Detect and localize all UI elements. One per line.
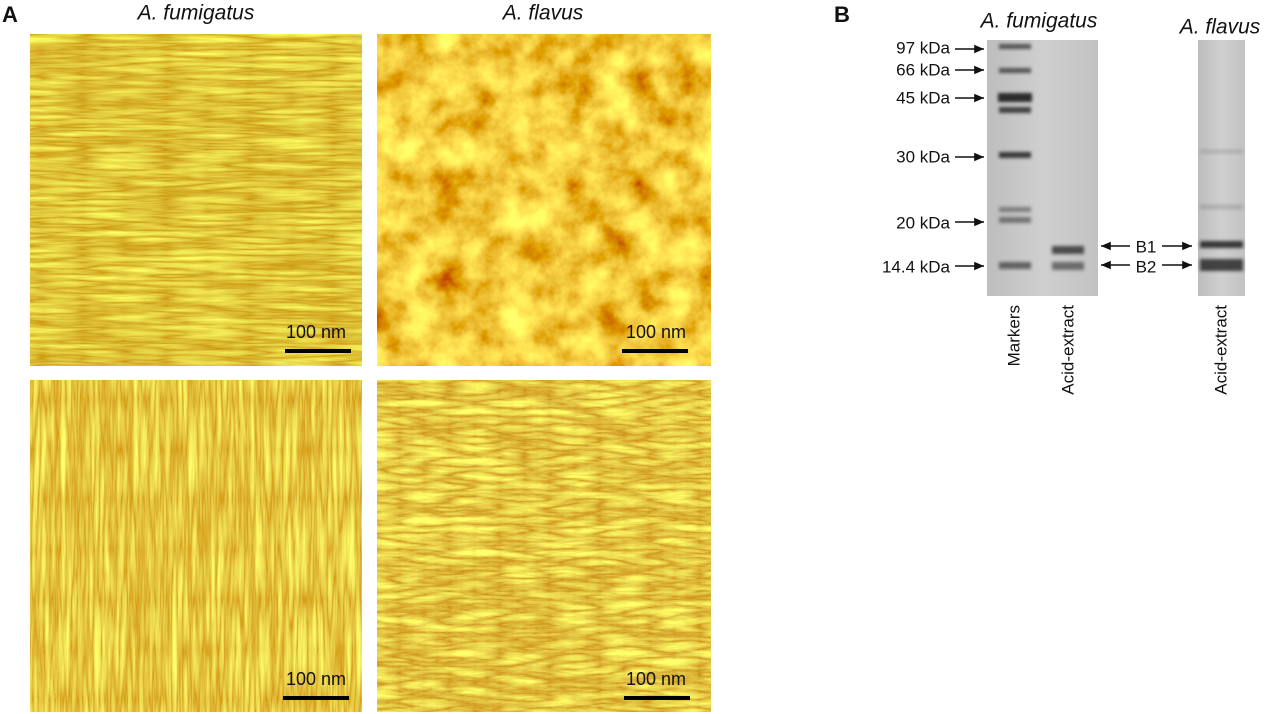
marker-label: 20 kDa — [896, 213, 950, 232]
marker-label: 66 kDa — [896, 60, 950, 79]
column-title: A. fumigatus — [136, 2, 255, 25]
band-label: B2 — [1136, 257, 1157, 276]
band-label: B1 — [1136, 237, 1157, 256]
marker-labels: 97 kDa 66 kDa 45 kDa 30 kDa 20 kDa 14.4 … — [882, 38, 984, 276]
panel-label: B — [834, 2, 850, 27]
column-title: A. flavus — [501, 2, 584, 25]
marker-bands — [998, 44, 1032, 269]
scale-label: 100 nm — [286, 669, 346, 689]
gel — [1198, 40, 1245, 296]
gel-title: A. flavus — [1178, 16, 1261, 39]
panel-label: A — [2, 2, 18, 27]
afm-image — [30, 34, 362, 366]
gel — [987, 40, 1098, 296]
marker-label: 45 kDa — [896, 88, 950, 107]
lane-label: Markers — [1004, 305, 1023, 366]
extract-bands — [1052, 150, 1243, 271]
scale-label: 100 nm — [626, 669, 686, 689]
marker-label: 30 kDa — [896, 147, 950, 166]
lane-label: Acid-extract — [1211, 305, 1230, 395]
lane-label: Acid-extract — [1058, 305, 1077, 395]
marker-label: 14.4 kDa — [882, 257, 951, 276]
scale-label: 100 nm — [286, 322, 346, 342]
afm-image — [377, 380, 711, 712]
scale-label: 100 nm — [626, 322, 686, 342]
marker-label: 97 kDa — [896, 38, 950, 57]
afm-image — [30, 380, 362, 712]
gel-title: A. fumigatus — [979, 10, 1098, 33]
afm-image — [377, 34, 711, 366]
